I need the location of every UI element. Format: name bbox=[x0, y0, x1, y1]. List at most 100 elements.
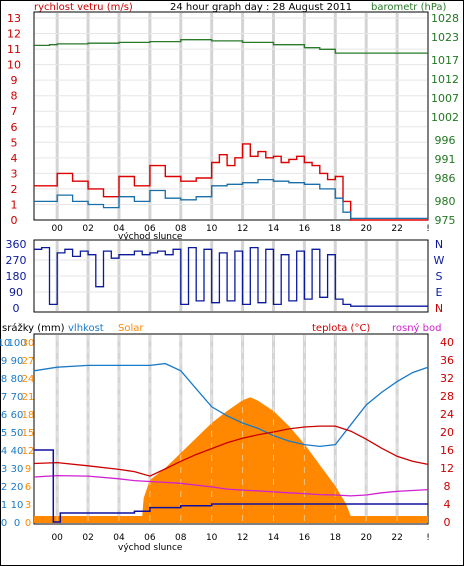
wind-tick-label: 4 bbox=[11, 152, 18, 165]
solar-tick-label: 27 bbox=[22, 356, 35, 367]
barometer-tick-label: 1002 bbox=[431, 111, 459, 124]
wind-tick-label: 12 bbox=[7, 28, 21, 41]
x-tick-label: 12 bbox=[237, 533, 248, 543]
humidity-axis-title: vlhkost bbox=[68, 323, 104, 334]
x-tick-label: 16 bbox=[299, 224, 311, 234]
x-tick-label: 06 bbox=[144, 533, 156, 543]
wind-tick-label: 8 bbox=[11, 90, 18, 103]
barometer-tick-label: 1023 bbox=[431, 31, 459, 44]
wind-tick-label: 5 bbox=[11, 136, 18, 149]
panel-wind-series bbox=[34, 39, 428, 221]
x-tick-label: 02 bbox=[82, 224, 93, 234]
temperature-tick-label: 20 bbox=[440, 426, 454, 439]
humidity-tick-label: 70 bbox=[11, 392, 24, 403]
compass-tick-label: E bbox=[436, 286, 443, 299]
temperature-ticks: 0 4 8 12 16 20 24 28 32 36 40 bbox=[440, 336, 454, 529]
solar-tick-label: 21 bbox=[22, 392, 35, 403]
solar-axis-title: Solar bbox=[118, 323, 144, 334]
series-direction bbox=[34, 246, 428, 307]
barometer-tick-label: 1028 bbox=[431, 12, 459, 25]
solar-tick-label: 24 bbox=[22, 374, 35, 385]
panel-wind-frame bbox=[33, 11, 429, 221]
solar-tick-label: 9 bbox=[25, 464, 31, 475]
x-tick-label: 06 bbox=[144, 224, 156, 234]
x-tick-label: 18 bbox=[330, 224, 342, 234]
barometer-tick-label: 975 bbox=[435, 214, 456, 227]
barometer-tick-label: 980 bbox=[435, 195, 456, 208]
sunrise-annotation-1: východ slunce bbox=[118, 232, 183, 242]
x-tick-label: 22 bbox=[391, 224, 402, 234]
x-tick-label: 18 bbox=[330, 533, 342, 543]
temperature-tick-label: 28 bbox=[440, 390, 454, 403]
rain-tick-label: 3 bbox=[1, 464, 7, 475]
barometer-tick-label: 991 bbox=[435, 153, 456, 166]
humidity-tick-label: 0 bbox=[14, 518, 20, 529]
wind-tick-label: 11 bbox=[7, 43, 21, 56]
wind-tick-label: 3 bbox=[11, 167, 18, 180]
temperature-axis-title: teplota (°C) bbox=[312, 323, 370, 334]
panel-wind-x-ticks: 00 02 04 06 08 10 12 14 16 18 20 22! bbox=[51, 224, 429, 234]
x-tick-label: 22 bbox=[391, 533, 402, 543]
barometer-axis-title: barometr (hPa) bbox=[371, 2, 447, 13]
x-tick-label: 10 bbox=[206, 533, 218, 543]
solar-tick-label: 30 bbox=[22, 338, 35, 349]
rain-tick-label: 4 bbox=[1, 446, 7, 457]
barometer-ticks: 975 980 986 991 996 1002 1007 1012 1017 1023 1028 bbox=[431, 12, 459, 227]
x-tick-label: 14 bbox=[268, 533, 280, 543]
series-wind bbox=[34, 178, 428, 220]
wind-tick-label: 1 bbox=[11, 198, 18, 211]
panel-wind-grid bbox=[35, 13, 427, 219]
solar-tick-label: 0 bbox=[25, 518, 31, 529]
barometer-tick-label: 1012 bbox=[431, 73, 459, 86]
x-tick-label: 14 bbox=[268, 224, 280, 234]
barometer-tick-label: 996 bbox=[435, 134, 456, 147]
direction-tick-label: 90 bbox=[9, 286, 23, 299]
x-tick-label: 04 bbox=[113, 533, 125, 543]
x-tick-label: 20 bbox=[360, 533, 372, 543]
temperature-tick-label: 32 bbox=[440, 372, 454, 385]
rain-tick-label: 10 bbox=[0, 338, 10, 349]
humidity-tick-label: 50 bbox=[11, 428, 24, 439]
rain-tick-label: 9 bbox=[1, 356, 7, 367]
x-tick-label: 16 bbox=[299, 533, 311, 543]
panel-climate-series bbox=[33, 335, 429, 523]
direction-tick-label: 360 bbox=[6, 238, 27, 251]
wind-tick-label: 7 bbox=[11, 105, 18, 118]
series-temperature bbox=[33, 425, 429, 477]
temperature-tick-label: 40 bbox=[440, 336, 454, 349]
series-rain bbox=[34, 449, 428, 523]
direction-tick-label: 0 bbox=[13, 302, 20, 315]
sunrise-annotation-2: východ slunce bbox=[118, 543, 183, 553]
panel-climate-x-ticks: 00 02 04 06 08 10 12 14 16 18 20 22! bbox=[51, 533, 429, 543]
x-tick-label: 20 bbox=[360, 224, 372, 234]
solar-tick-label: 3 bbox=[25, 500, 31, 511]
x-tick-label: 12 bbox=[237, 224, 248, 234]
humidity-tick-label: 100 bbox=[7, 338, 26, 349]
rain-tick-label: 6 bbox=[1, 410, 7, 421]
series-humidity bbox=[33, 362, 429, 448]
x-tick-label: 04 bbox=[113, 224, 125, 234]
wind-tick-label: 10 bbox=[7, 59, 21, 72]
compass-tick-label: W bbox=[434, 254, 445, 267]
x-tick-label: 00 bbox=[51, 533, 63, 543]
x-tick-label: ! bbox=[426, 224, 430, 234]
series-dewpoint bbox=[33, 474, 429, 497]
barometer-tick-label: 1017 bbox=[431, 54, 459, 67]
series-gust bbox=[34, 143, 428, 221]
temperature-tick-label: 36 bbox=[440, 354, 454, 367]
humidity-tick-label: 60 bbox=[11, 410, 24, 421]
temperature-tick-label: 16 bbox=[440, 444, 454, 457]
compass-tick-label: N bbox=[435, 238, 443, 251]
temperature-tick-label: 12 bbox=[440, 462, 454, 475]
humidity-tick-label: 20 bbox=[11, 482, 24, 493]
rain-tick-label: 8 bbox=[1, 374, 7, 385]
humidity-tick-label: 30 bbox=[11, 464, 24, 475]
series-solar bbox=[34, 397, 428, 523]
solar-tick-label: 6 bbox=[25, 482, 31, 493]
temperature-tick-label: 24 bbox=[440, 408, 454, 421]
x-tick-label: 10 bbox=[206, 224, 218, 234]
series-pressure bbox=[34, 39, 428, 54]
